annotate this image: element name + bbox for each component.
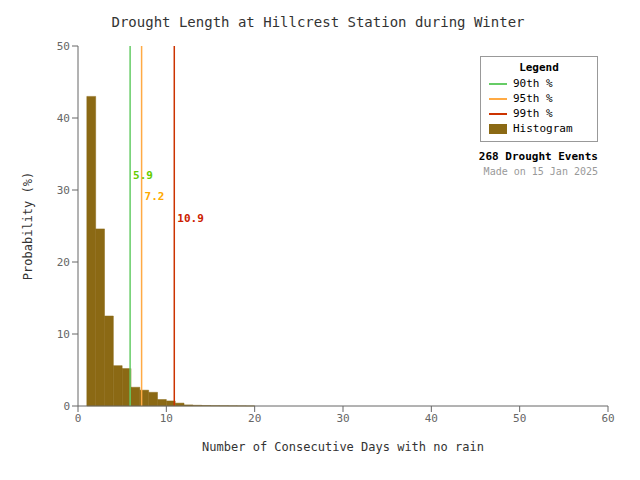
svg-text:5.9: 5.9: [133, 169, 153, 182]
svg-text:10.9: 10.9: [177, 212, 204, 225]
html-text:95th %: 95th %: [513, 92, 553, 105]
html-text:268 Drought Events: 268 Drought Events: [478, 150, 598, 163]
svg-text:Probability (%): Probability (%): [21, 172, 35, 280]
svg-text:Number of Consecutive Days wit: Number of Consecutive Days with no rain: [202, 440, 484, 454]
svg-text:20: 20: [57, 256, 70, 269]
svg-text:0: 0: [75, 412, 82, 425]
svg-text:60: 60: [601, 412, 614, 425]
svg-text:20: 20: [248, 412, 261, 425]
svg-text:0: 0: [63, 400, 70, 413]
svg-text:40: 40: [57, 112, 70, 125]
svg-text:50: 50: [57, 40, 70, 53]
svg-text:10: 10: [160, 412, 173, 425]
html-text:Made on 15 Jan 2025: Made on 15 Jan 2025: [483, 166, 598, 177]
html-text:99th %: 99th %: [513, 107, 553, 120]
html-text:Legend: Legend: [519, 61, 559, 74]
svg-text:10: 10: [57, 328, 70, 341]
html-text:90th %: 90th %: [513, 77, 553, 90]
svg-text:7.2: 7.2: [145, 190, 165, 203]
svg-text:40: 40: [425, 412, 438, 425]
html-text:Drought Length at Hillcrest St: Drought Length at Hillcrest Station duri…: [111, 14, 525, 30]
svg-text:30: 30: [336, 412, 349, 425]
html-text:Histogram: Histogram: [513, 122, 573, 135]
svg-text:30: 30: [57, 184, 70, 197]
svg-text:50: 50: [513, 412, 526, 425]
